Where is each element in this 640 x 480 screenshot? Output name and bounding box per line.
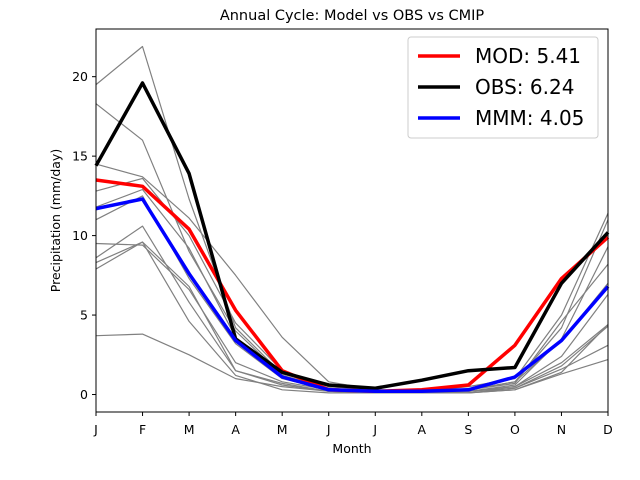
y-tick-label: 15: [72, 149, 88, 164]
legend-label-2: OBS: 6.24: [475, 75, 574, 99]
y-axis-label: Precipitation (mm/day): [48, 149, 63, 292]
x-tick-label: J: [326, 422, 331, 437]
legend: MOD: 5.41 OBS: 6.24 MMM: 4.05: [407, 36, 599, 139]
x-tick-label: M: [277, 422, 288, 437]
legend-label-1: MOD: 5.41: [475, 44, 581, 68]
legend-box: [407, 36, 599, 139]
series-line-3: [95, 197, 610, 394]
legend-label-3: MMM: 4.05: [475, 106, 584, 130]
y-tick-label: 5: [80, 308, 88, 323]
y-tick-label: 20: [72, 69, 88, 84]
x-tick-label: O: [510, 422, 520, 437]
y-tick-label: 0: [80, 387, 88, 402]
x-tick-label: J: [93, 422, 98, 437]
series-line-2: [94, 81, 610, 390]
chart-title: Annual Cycle: Model vs OBS vs CMIP: [220, 8, 485, 24]
x-tick-label: F: [139, 422, 146, 437]
y-axis-ticks: 0 5 10 15 20: [72, 69, 96, 402]
x-tick-label: A: [418, 422, 427, 437]
x-tick-label: D: [603, 422, 613, 437]
x-tick-label: J: [372, 422, 377, 437]
x-tick-label: M: [184, 422, 195, 437]
x-axis-label: Month: [332, 441, 371, 456]
y-tick-label: 10: [72, 228, 88, 243]
series-lines: [94, 81, 610, 394]
plot-frame: [95, 28, 609, 413]
x-tick-label: A: [231, 422, 240, 437]
x-tick-label: S: [464, 422, 472, 437]
x-tick-label: N: [557, 422, 566, 437]
